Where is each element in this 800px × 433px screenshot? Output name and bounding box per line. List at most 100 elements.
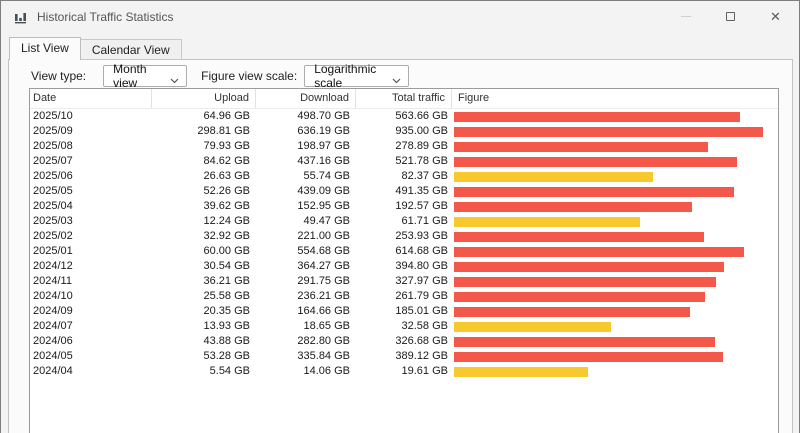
close-button[interactable]: ✕ — [753, 1, 798, 31]
cell-total-traffic: 327.97 GB — [395, 275, 448, 287]
table-row[interactable]: 2024/09 20.35 GB 164.66 GB 185.01 GB — [30, 304, 778, 319]
cell-figure — [452, 259, 778, 274]
table-row[interactable]: 2025/10 64.96 GB 498.70 GB 563.66 GB — [30, 109, 778, 124]
minimize-button[interactable] — [663, 1, 708, 31]
cell-total-traffic: 261.79 GB — [395, 290, 448, 302]
cell-upload: 298.81 GB — [197, 125, 250, 137]
cell-download: 236.21 GB — [297, 290, 350, 302]
cell-upload: 39.62 GB — [203, 200, 250, 212]
view-type-select[interactable]: Month view — [103, 62, 188, 90]
tabbar: List View Calendar View — [9, 37, 182, 60]
cell-total-traffic: 278.89 GB — [395, 140, 448, 152]
window-title: Historical Traffic Statistics — [37, 10, 174, 24]
cell-total-traffic: 185.01 GB — [395, 305, 448, 317]
cell-upload: 53.28 GB — [203, 350, 250, 362]
cell-total-traffic: 192.57 GB — [395, 200, 448, 212]
cell-date: 2025/07 — [33, 155, 73, 167]
table-row[interactable]: 2025/03 12.24 GB 49.47 GB 61.71 GB — [30, 214, 778, 229]
table-row[interactable]: 2024/04 5.54 GB 14.06 GB 19.61 GB — [30, 364, 778, 379]
table-row[interactable]: 2025/06 26.63 GB 55.74 GB 82.37 GB — [30, 169, 778, 184]
maximize-button[interactable] — [708, 1, 753, 31]
cell-figure — [452, 214, 778, 229]
cell-date: 2025/02 — [33, 230, 73, 242]
cell-total-traffic: 614.68 GB — [395, 245, 448, 257]
cell-upload: 25.58 GB — [203, 290, 250, 302]
cell-figure — [452, 364, 778, 379]
traffic-bar — [454, 171, 653, 182]
cell-download: 437.16 GB — [297, 155, 350, 167]
cell-date: 2025/05 — [33, 185, 73, 197]
column-header-total-traffic[interactable]: Total traffic — [356, 89, 452, 108]
traffic-bar — [454, 246, 744, 257]
cell-figure — [452, 124, 778, 139]
traffic-bar — [454, 141, 708, 152]
figure-view-scale-select[interactable]: Logarithmic scale — [304, 62, 410, 90]
cell-figure — [452, 274, 778, 289]
cell-upload: 5.54 GB — [209, 365, 250, 377]
table-row[interactable]: 2025/07 84.62 GB 437.16 GB 521.78 GB — [30, 154, 778, 169]
cell-figure — [452, 319, 778, 334]
cell-upload: 60.00 GB — [203, 245, 250, 257]
cell-download: 439.09 GB — [297, 185, 350, 197]
traffic-bar — [454, 231, 704, 242]
traffic-bar — [454, 186, 734, 197]
cell-upload: 26.63 GB — [203, 170, 250, 182]
cell-date: 2024/06 — [33, 335, 73, 347]
cell-total-traffic: 491.35 GB — [395, 185, 448, 197]
cell-figure — [452, 109, 778, 124]
cell-figure — [452, 304, 778, 319]
tab-calendar-view[interactable]: Calendar View — [80, 39, 182, 60]
traffic-table: Date Upload Download Total traffic Figur… — [29, 88, 779, 433]
cell-total-traffic: 394.80 GB — [395, 260, 448, 272]
cell-total-traffic: 389.12 GB — [395, 350, 448, 362]
cell-download: 14.06 GB — [303, 365, 350, 377]
view-type-label: View type: — [31, 69, 87, 83]
table-row[interactable]: 2024/07 13.93 GB 18.65 GB 32.58 GB — [30, 319, 778, 334]
table-row[interactable]: 2025/05 52.26 GB 439.09 GB 491.35 GB — [30, 184, 778, 199]
table-row[interactable]: 2025/08 79.93 GB 198.97 GB 278.89 GB — [30, 139, 778, 154]
figure-view-scale-label: Figure view scale: — [201, 69, 298, 83]
table-row[interactable]: 2025/04 39.62 GB 152.95 GB 192.57 GB — [30, 199, 778, 214]
view-type-value: Month view — [113, 62, 147, 90]
cell-download: 291.75 GB — [297, 275, 350, 287]
maximize-icon — [726, 11, 735, 21]
column-header-download[interactable]: Download — [256, 89, 356, 108]
cell-download: 636.19 GB — [297, 125, 350, 137]
table-row[interactable]: 2024/11 36.21 GB 291.75 GB 327.97 GB — [30, 274, 778, 289]
cell-total-traffic: 82.37 GB — [401, 170, 448, 182]
cell-download: 198.97 GB — [297, 140, 350, 152]
cell-total-traffic: 253.93 GB — [395, 230, 448, 242]
cell-upload: 84.62 GB — [203, 155, 250, 167]
cell-download: 152.95 GB — [297, 200, 350, 212]
table-row[interactable]: 2024/05 53.28 GB 335.84 GB 389.12 GB — [30, 349, 778, 364]
cell-figure — [452, 184, 778, 199]
column-header-figure[interactable]: Figure — [458, 92, 490, 104]
cell-upload: 32.92 GB — [203, 230, 250, 242]
cell-total-traffic: 32.58 GB — [401, 320, 448, 332]
bar-chart-icon — [13, 10, 28, 25]
tab-list-view[interactable]: List View — [9, 37, 81, 60]
table-row[interactable]: 2025/02 32.92 GB 221.00 GB 253.93 GB — [30, 229, 778, 244]
table-body: 2025/10 64.96 GB 498.70 GB 563.66 GB 2025/09… — [30, 109, 778, 379]
table-row[interactable]: 2025/09 298.81 GB 636.19 GB 935.00 GB — [30, 124, 778, 139]
cell-download: 335.84 GB — [297, 350, 350, 362]
table-row[interactable]: 2024/12 30.54 GB 364.27 GB 394.80 GB — [30, 259, 778, 274]
cell-date: 2025/08 — [33, 140, 73, 152]
minimize-icon — [680, 15, 691, 17]
cell-figure — [452, 244, 778, 259]
table-row[interactable]: 2024/10 25.58 GB 236.21 GB 261.79 GB — [30, 289, 778, 304]
table-row[interactable]: 2025/01 60.00 GB 554.68 GB 614.68 GB — [30, 244, 778, 259]
cell-upload: 79.93 GB — [203, 140, 250, 152]
column-header-upload[interactable]: Upload — [152, 89, 256, 108]
cell-date: 2025/09 — [33, 125, 73, 137]
column-header-date[interactable]: Date — [30, 89, 152, 108]
cell-download: 282.80 GB — [297, 335, 350, 347]
cell-download: 221.00 GB — [297, 230, 350, 242]
traffic-bar — [454, 276, 716, 287]
table-row[interactable]: 2024/06 43.88 GB 282.80 GB 326.68 GB — [30, 334, 778, 349]
traffic-bar — [454, 291, 705, 302]
cell-download: 364.27 GB — [297, 260, 350, 272]
cell-date: 2025/06 — [33, 170, 73, 182]
cell-upload: 64.96 GB — [203, 110, 250, 122]
cell-figure — [452, 199, 778, 214]
